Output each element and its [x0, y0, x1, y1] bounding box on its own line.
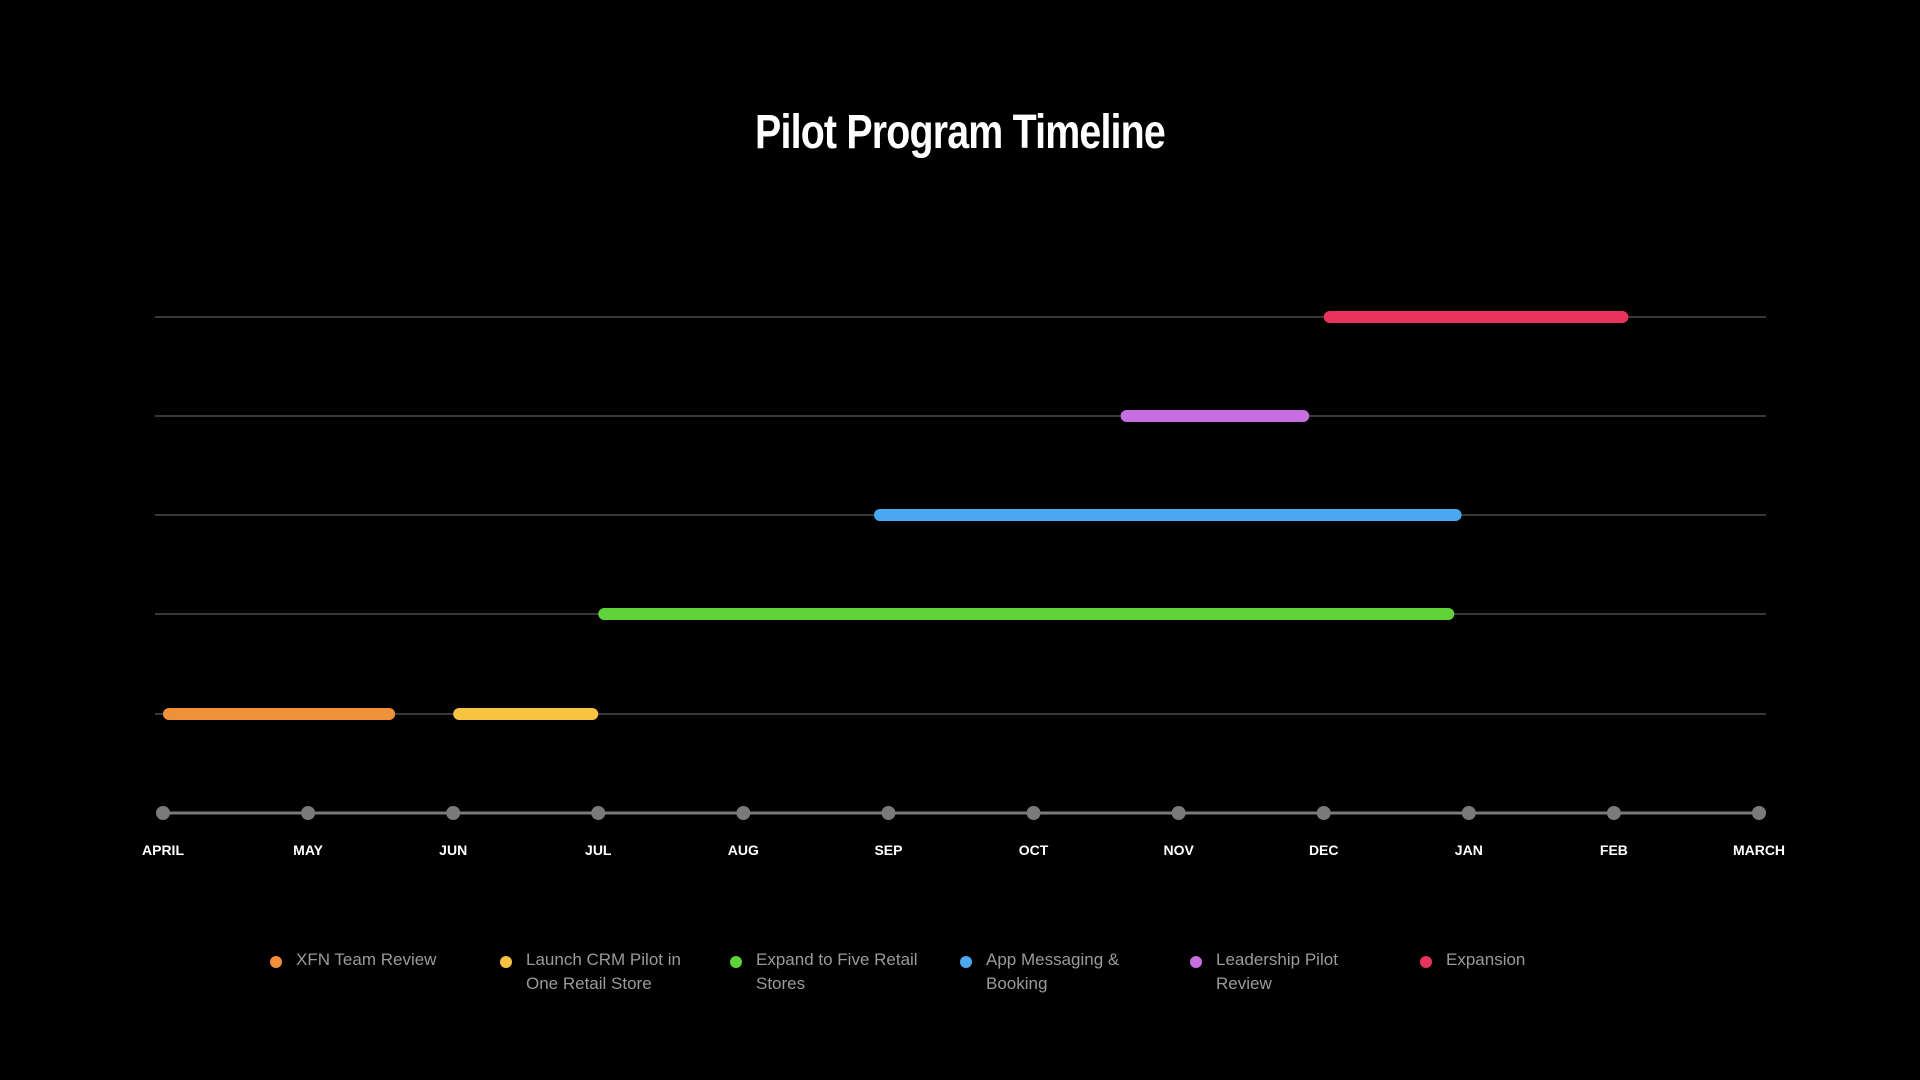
legend: XFN Team Review Launch CRM Pilot in One R…: [270, 948, 1650, 996]
legend-label: App Messaging & Booking: [986, 950, 1120, 993]
legend-item: Launch CRM Pilot in One Retail Store: [500, 948, 730, 996]
axis-tick-label: APRIL: [142, 842, 184, 858]
legend-item: Expand to Five Retail Stores: [730, 948, 960, 996]
axis-tick-label: MARCH: [1733, 842, 1785, 858]
axis-tick-label: MAY: [293, 842, 323, 858]
axis-tick-label: JAN: [1455, 842, 1483, 858]
legend-label: XFN Team Review: [296, 950, 437, 969]
axis-tick-label: AUG: [728, 842, 759, 858]
axis-tick-dot: [1461, 806, 1476, 820]
axis-tick-dot: [156, 806, 170, 820]
legend-dot-icon: [270, 956, 282, 968]
axis-tick-dot: [1171, 806, 1186, 820]
legend-dot-icon: [1420, 956, 1432, 968]
axis-tick-label: NOV: [1163, 842, 1194, 858]
legend-label: Leadership Pilot Review: [1216, 950, 1338, 993]
axis-tick-dot: [301, 806, 316, 820]
legend-dot-icon: [960, 956, 972, 968]
legend-dot-icon: [1190, 956, 1202, 968]
axis-tick-label: JUL: [585, 842, 612, 858]
legend-label: Expand to Five Retail Stores: [756, 950, 918, 993]
axis-tick-dot: [881, 806, 896, 820]
legend-dot-icon: [730, 956, 742, 968]
legend-item: XFN Team Review: [270, 948, 500, 996]
axis-tick-label: SEP: [874, 842, 902, 858]
axis-tick-dot: [1316, 806, 1331, 820]
axis-tick-dot: [1606, 806, 1621, 820]
axis-tick-dot: [1752, 806, 1766, 820]
axis-tick-label: DEC: [1309, 842, 1339, 858]
chart-title: Pilot Program Timeline: [755, 106, 1166, 159]
legend-label: Expansion: [1446, 950, 1526, 969]
legend-label: Launch CRM Pilot in One Retail Store: [526, 950, 681, 993]
axis-tick-dot: [446, 806, 461, 820]
legend-dot-icon: [500, 956, 512, 968]
axis-tick-dot: [1026, 806, 1041, 820]
legend-item: Leadership Pilot Review: [1190, 948, 1420, 996]
axis-tick-dot: [736, 806, 751, 820]
legend-item: App Messaging & Booking: [960, 948, 1190, 996]
axis-tick-label: FEB: [1600, 842, 1628, 858]
legend-item: Expansion: [1420, 948, 1650, 996]
axis-tick-dot: [591, 806, 606, 820]
axis-tick-label: OCT: [1019, 842, 1049, 858]
axis-tick-label: JUN: [439, 842, 467, 858]
